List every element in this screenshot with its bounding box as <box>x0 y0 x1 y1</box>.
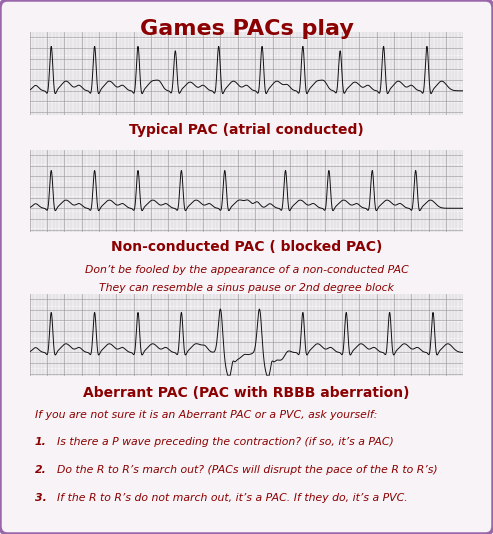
Text: Do the R to R’s march out? (PACs will disrupt the pace of the R to R’s): Do the R to R’s march out? (PACs will di… <box>57 465 437 475</box>
Text: Is there a P wave preceding the contraction? (if so, it’s a PAC): Is there a P wave preceding the contract… <box>57 437 393 447</box>
Text: Non-conducted PAC ( blocked PAC): Non-conducted PAC ( blocked PAC) <box>111 240 382 254</box>
Text: 3.: 3. <box>35 493 46 503</box>
Text: Typical PAC (atrial conducted): Typical PAC (atrial conducted) <box>129 123 364 137</box>
Text: Games PACs play: Games PACs play <box>140 19 353 38</box>
Text: They can resemble a sinus pause or 2nd degree block: They can resemble a sinus pause or 2nd d… <box>99 283 394 293</box>
Text: If the R to R’s do not march out, it’s a PAC. If they do, it’s a PVC.: If the R to R’s do not march out, it’s a… <box>57 493 407 503</box>
Text: 1.: 1. <box>35 437 46 447</box>
Text: If you are not sure it is an Aberrant PAC or a PVC, ask yourself:: If you are not sure it is an Aberrant PA… <box>35 410 377 420</box>
Text: 2.: 2. <box>35 465 46 475</box>
Text: Aberrant PAC (PAC with RBBB aberration): Aberrant PAC (PAC with RBBB aberration) <box>83 386 410 400</box>
Text: Don’t be fooled by the appearance of a non-conducted PAC: Don’t be fooled by the appearance of a n… <box>85 265 408 276</box>
